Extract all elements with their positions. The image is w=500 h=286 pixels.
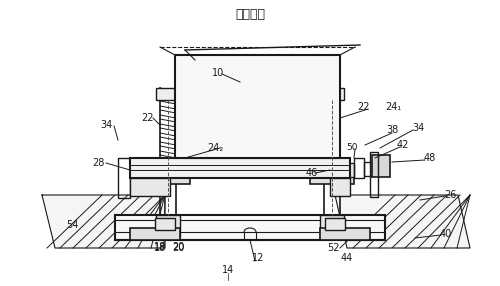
Polygon shape xyxy=(335,195,470,248)
Text: 44: 44 xyxy=(341,253,353,263)
Bar xyxy=(155,218,175,230)
Bar xyxy=(175,55,340,158)
Text: 『図２』: 『図２』 xyxy=(235,7,265,21)
Bar xyxy=(370,152,378,197)
Bar xyxy=(130,228,180,240)
Bar xyxy=(320,228,370,240)
Text: 26: 26 xyxy=(444,190,456,200)
Text: 12: 12 xyxy=(252,253,264,263)
Text: 20: 20 xyxy=(172,242,184,252)
Text: 40: 40 xyxy=(440,229,452,239)
Bar xyxy=(372,155,390,177)
Text: 42: 42 xyxy=(397,140,409,150)
Text: 24₁: 24₁ xyxy=(385,102,401,112)
Bar xyxy=(320,88,344,100)
Text: 22: 22 xyxy=(141,113,153,123)
Bar xyxy=(146,170,190,184)
Text: 22: 22 xyxy=(357,102,369,112)
Text: 24₂: 24₂ xyxy=(207,143,223,153)
Bar xyxy=(130,178,170,196)
Text: 28: 28 xyxy=(92,158,104,168)
Text: 46: 46 xyxy=(306,168,318,178)
Text: 50: 50 xyxy=(346,144,358,152)
Bar xyxy=(156,88,180,100)
Bar xyxy=(325,218,345,230)
Text: 34: 34 xyxy=(100,120,112,130)
Text: 18: 18 xyxy=(154,243,166,253)
Text: 52: 52 xyxy=(327,243,339,253)
Text: 14: 14 xyxy=(222,265,234,275)
Bar xyxy=(118,158,130,198)
Bar xyxy=(340,163,354,177)
Bar xyxy=(330,178,350,196)
Bar xyxy=(156,215,180,237)
Text: 38: 38 xyxy=(386,125,398,135)
Text: 10: 10 xyxy=(212,68,224,78)
Text: 34: 34 xyxy=(412,123,424,133)
Text: 48: 48 xyxy=(424,153,436,163)
Bar xyxy=(310,170,354,184)
Text: 18: 18 xyxy=(154,242,166,252)
Text: 54: 54 xyxy=(66,220,78,230)
Bar xyxy=(115,215,385,240)
Bar xyxy=(320,215,344,237)
Bar xyxy=(364,162,372,176)
Polygon shape xyxy=(42,195,165,248)
Text: 20: 20 xyxy=(172,243,184,253)
Bar xyxy=(130,158,350,178)
Bar xyxy=(354,158,364,178)
